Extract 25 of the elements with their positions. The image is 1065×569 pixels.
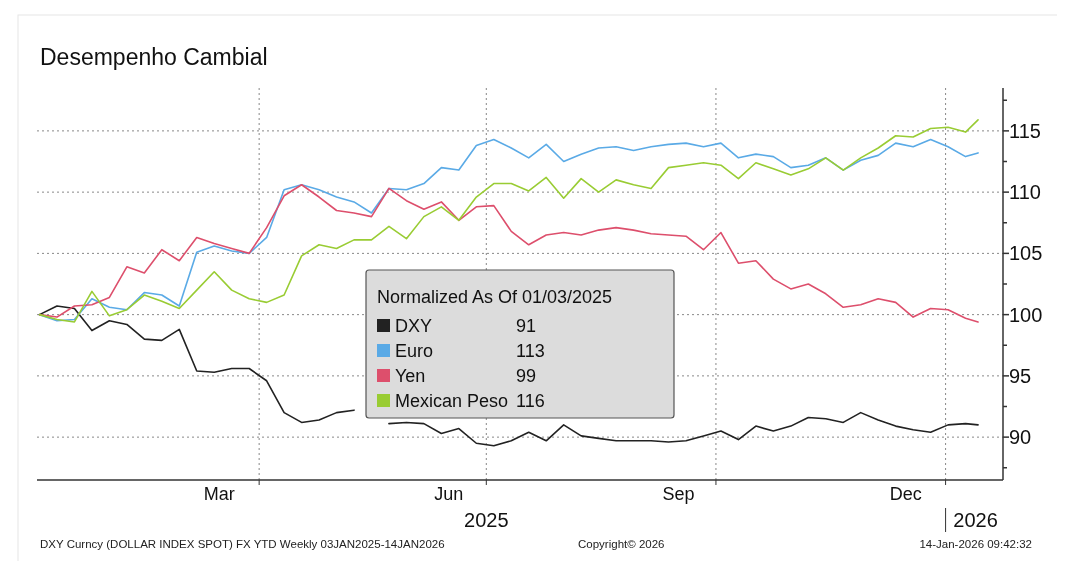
- legend-label: Mexican Peso: [395, 391, 509, 412]
- text: DXY Curncy (DOLLAR INDEX SPOT) FX YTD Weekly 03JAN2025-14JAN2026: [40, 538, 445, 550]
- annotation: 99: [516, 366, 537, 387]
- y-tick-label: 105: [1009, 242, 1043, 265]
- x-tick-label: Dec: [889, 484, 922, 504]
- annotation: 113: [516, 341, 545, 362]
- chart-title: Desempenho Cambial: [40, 44, 268, 70]
- text: 14-Jan-2026 09:42:32: [919, 538, 1032, 550]
- x-tick-label: Jun: [434, 484, 464, 504]
- text: 2026: [953, 509, 998, 531]
- text: 2025: [464, 509, 509, 531]
- legend-title: Normalized As Of 01/03/2025: [377, 287, 613, 307]
- text: Copyright© 2026: [578, 538, 665, 550]
- legend-label: DXY: [395, 316, 433, 337]
- y-tick-label: 100: [1009, 303, 1043, 326]
- legend-label: Euro: [395, 341, 434, 362]
- y-tick-label: 95: [1009, 364, 1032, 387]
- y-tick-label: 90: [1009, 426, 1032, 449]
- y-tick-label: 110: [1009, 181, 1041, 204]
- annotation: 116: [516, 391, 545, 412]
- annotation: 91: [516, 316, 537, 337]
- x-tick-label: Sep: [662, 484, 695, 504]
- x-tick-label: Mar: [203, 484, 235, 504]
- legend-label: Yen: [395, 366, 426, 387]
- y-tick-label: 115: [1009, 119, 1041, 142]
